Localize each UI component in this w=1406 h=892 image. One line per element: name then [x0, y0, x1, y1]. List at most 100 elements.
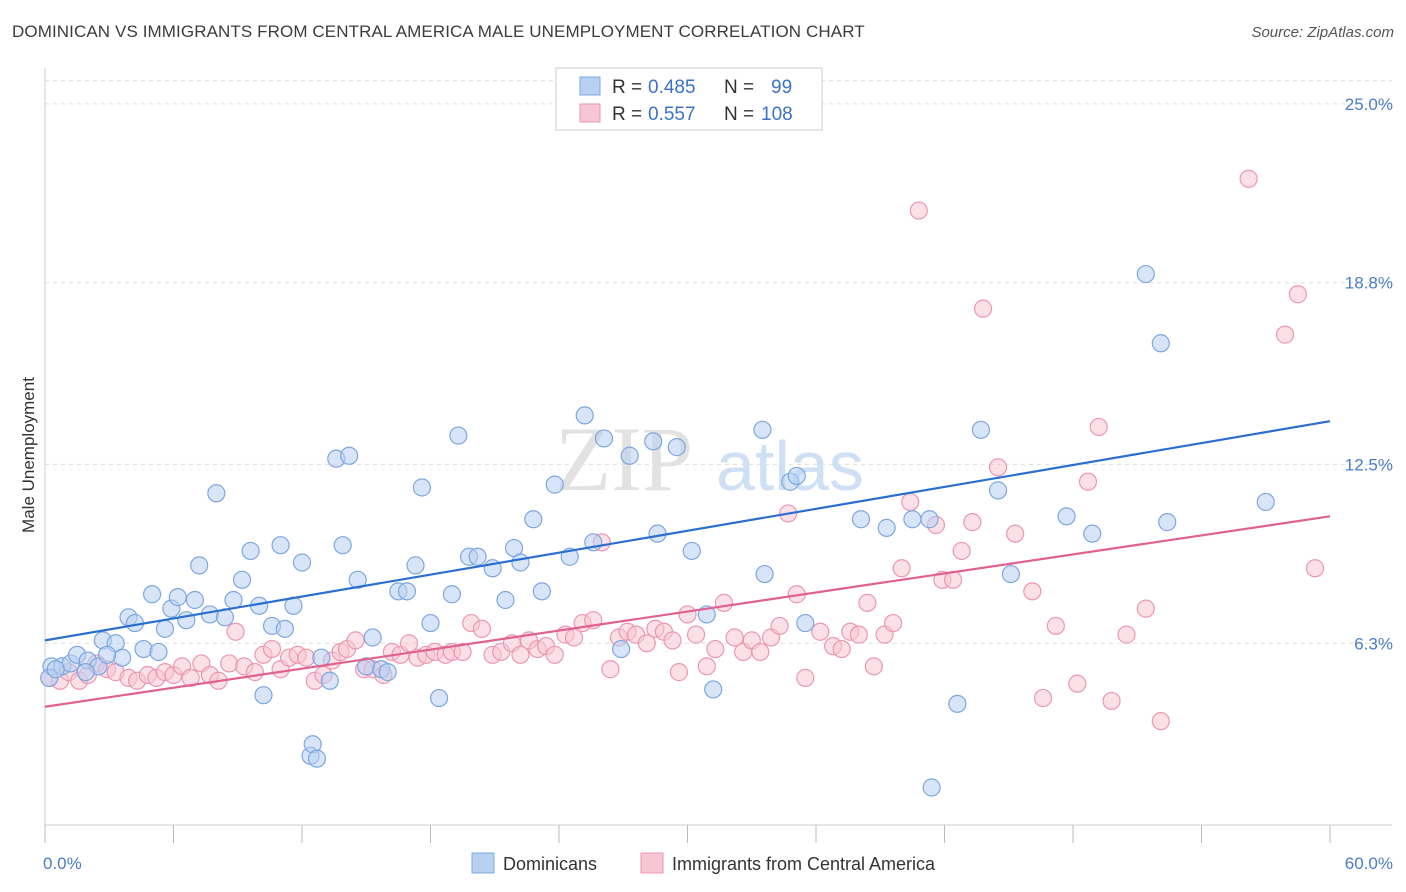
immigrants-point-84 — [796, 668, 815, 687]
dominicans-point-86 — [1001, 564, 1020, 584]
immigrants-point-15 — [181, 668, 200, 687]
dominicans-point-71 — [682, 541, 701, 561]
dominicans-point-74 — [753, 420, 772, 439]
legend-r-label-1: R = — [612, 77, 642, 98]
bottom-legend-immigrants: Immigrants from Central America — [672, 854, 936, 874]
dominicans-point-24 — [232, 570, 252, 589]
immigrants-point-72 — [686, 625, 706, 644]
dominicans-point-58 — [511, 553, 530, 572]
dominicans-point-98 — [76, 663, 95, 682]
immigrants-point-115 — [1239, 169, 1258, 188]
dominicans-point-60 — [532, 582, 551, 601]
dominicans-point-49 — [421, 613, 440, 633]
x-tick-labels: 0.0% 60.0% — [43, 854, 1393, 873]
dominicans-point-63 — [575, 406, 594, 425]
immigrants-point-117 — [1288, 285, 1307, 304]
immigrants-point-75 — [714, 593, 734, 612]
source-label: Source: ZipAtlas.com — [1251, 24, 1394, 41]
immigrants-point-24 — [262, 639, 282, 659]
dominicans-point-79 — [851, 510, 871, 529]
dominicans-point-80 — [877, 518, 896, 537]
dominicans-point-50 — [429, 688, 449, 708]
dominicans-point-29 — [271, 536, 290, 555]
dominicans-point-11 — [134, 639, 153, 659]
dominicans-point-77 — [787, 466, 806, 486]
dominicans-point-67 — [620, 446, 639, 465]
dominicans-point-8 — [112, 648, 132, 667]
immigrants-point-101 — [963, 513, 982, 532]
immigrants-point-52 — [511, 645, 530, 664]
dominicans-point-46 — [397, 582, 417, 601]
dominicans-point-16 — [168, 588, 187, 607]
dominicans-point-84 — [971, 420, 991, 439]
immigrants-point-95 — [901, 492, 920, 512]
immigrants-point-22 — [245, 663, 264, 682]
immigrants-point-94 — [892, 559, 911, 578]
y-tick-label-0: 6.3% — [1354, 634, 1393, 653]
dominicans-point-32 — [292, 553, 312, 572]
x-tick-label-1: 60.0% — [1345, 854, 1393, 873]
dominicans-point-27 — [254, 686, 273, 705]
immigrants-point-70 — [669, 663, 689, 682]
immigrants-point-116 — [1275, 325, 1295, 344]
y-tick-labels: 6.3% 12.5% 18.8% 25.0% — [1345, 95, 1393, 653]
immigrants-point-112 — [1117, 625, 1136, 644]
immigrants-point-76 — [725, 628, 744, 647]
dominicans-point-83 — [948, 694, 967, 713]
dominicans-point-35 — [312, 648, 331, 667]
immigrants-point-48 — [472, 619, 491, 638]
dominicans-point-38 — [333, 536, 352, 555]
legend-r-label-2: R = — [612, 104, 642, 125]
legend-n-value-1: 99 — [771, 77, 792, 98]
dominicans-point-25 — [241, 541, 260, 561]
bottom-legend-dominicans: Dominicans — [503, 854, 597, 874]
dominicans-point-61 — [545, 475, 564, 494]
immigrants-point-73 — [697, 657, 716, 676]
immigrants-point-85 — [811, 622, 830, 641]
immigrants-point-105 — [1023, 582, 1042, 601]
dominicans-point-78 — [796, 613, 815, 633]
x-tick-label-0: 0.0% — [43, 854, 82, 873]
legend-swatch-immigrants — [579, 103, 601, 123]
dominicans-point-59 — [524, 510, 543, 529]
dominicans-point-52 — [449, 426, 468, 445]
dominicans-point-18 — [185, 590, 205, 610]
y-tick-label-1: 12.5% — [1345, 455, 1393, 474]
immigrants-point-100 — [952, 541, 971, 561]
dominicans-point-93 — [1256, 492, 1275, 512]
dominicans-point-85 — [988, 481, 1008, 500]
dominicans-point-21 — [207, 484, 226, 503]
dominicans-point-12 — [142, 585, 162, 604]
immigrants-point-113 — [1136, 599, 1155, 618]
dominicans-point-14 — [155, 619, 175, 638]
bottom-legend-swatch-dominicans — [471, 852, 495, 874]
immigrants-point-114 — [1151, 712, 1170, 731]
dominicans-point-13 — [149, 642, 168, 662]
dominicans-point-87 — [922, 778, 941, 797]
legend-r-value-2: 0.557 — [648, 104, 696, 125]
dominicans-point-39 — [340, 446, 359, 465]
dominicans-point-82 — [920, 510, 939, 529]
watermark: ZIP atlas — [555, 408, 864, 510]
immigrants-point-107 — [1046, 616, 1065, 636]
dominicans-point-97 — [46, 660, 65, 679]
dominicans-point-30 — [275, 619, 294, 638]
immigrants-point-66 — [637, 634, 656, 653]
dominicans-point-91 — [1151, 334, 1170, 353]
y-tick-label-2: 18.8% — [1345, 274, 1393, 293]
dominicans-point-20 — [200, 605, 220, 624]
immigrants-point-110 — [1089, 417, 1108, 437]
dominicans-point-96 — [98, 645, 117, 664]
dominicans-point-40 — [348, 570, 367, 589]
legend-n-value-2: 108 — [761, 104, 793, 125]
immigrants-point-79 — [751, 642, 770, 662]
immigrants-point-20 — [226, 622, 245, 641]
immigrants-point-108 — [1068, 674, 1087, 693]
legend-n-label-1: N = — [724, 77, 754, 98]
immigrants-point-106 — [1033, 688, 1053, 708]
dominicans-point-23 — [224, 590, 243, 610]
series-dominicans-points — [40, 264, 1275, 797]
chart-title: DOMINICAN VS IMMIGRANTS FROM CENTRAL AME… — [12, 22, 865, 41]
immigrants-point-34 — [346, 631, 365, 650]
immigrants-point-89 — [849, 625, 868, 644]
